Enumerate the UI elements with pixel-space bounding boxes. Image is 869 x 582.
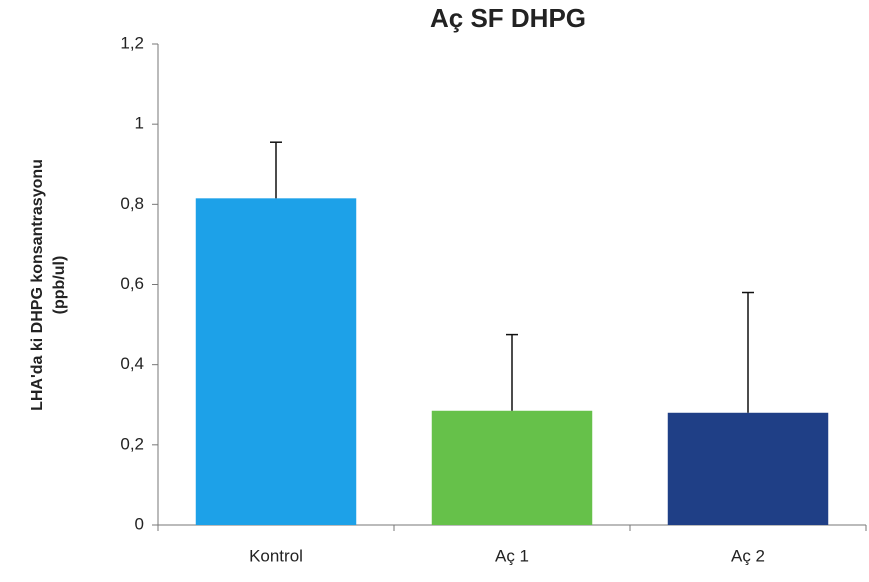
y-tick-label: 1	[135, 114, 144, 133]
x-tick-label: Kontrol	[249, 546, 303, 565]
bar	[195, 198, 357, 525]
y-axis-label-line: LHA'da ki DHPG konsantrasyonu	[29, 159, 46, 411]
x-tick-label: Aç 2	[731, 546, 765, 565]
y-axis-label: LHA'da ki DHPG konsantrasyonu (ppb/ul)	[29, 159, 68, 411]
bar	[431, 410, 593, 525]
chart-title: Aç SF DHPG	[430, 3, 586, 33]
y-axis-label-line: (ppb/ul)	[51, 256, 68, 315]
y-tick-label: 1,2	[120, 33, 144, 52]
bar	[667, 412, 829, 525]
x-tick-label: Aç 1	[495, 546, 529, 565]
y-tick-label: 0,4	[120, 354, 144, 373]
y-tick-label: 0,8	[120, 194, 144, 213]
y-tick-label: 0,2	[120, 434, 144, 453]
y-tick-label: 0,6	[120, 274, 144, 293]
y-tick-label: 0	[135, 514, 144, 533]
